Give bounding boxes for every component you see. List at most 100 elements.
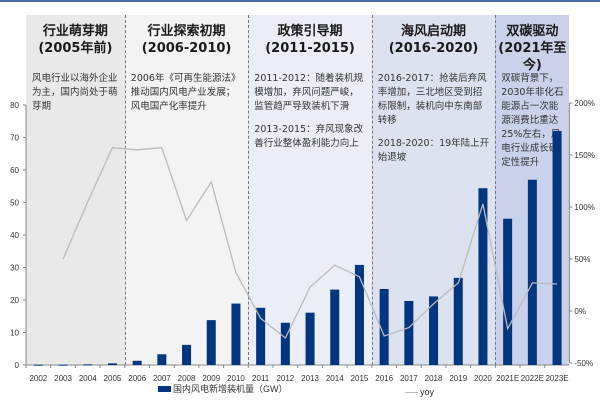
phase-title: 行业探索初期 (2006-2010) bbox=[125, 23, 249, 57]
left-axis-label: 0 bbox=[15, 361, 20, 370]
phase-panel: 行业探索初期 (2006-2010) 2006年《可再生能源法》推动国内风电产业发展… bbox=[124, 15, 249, 365]
phase-divider bbox=[124, 15, 126, 365]
right-axis-label: 100% bbox=[574, 203, 594, 212]
phase-range: (2016-2020) bbox=[388, 41, 479, 56]
phase-divider bbox=[495, 15, 497, 365]
bar bbox=[206, 320, 216, 365]
x-axis-label: 2005 bbox=[104, 374, 122, 383]
phase-description: 双碳背景下，2030年非化石能源占一次能源消费比重达25%左右，风电行业成长确定… bbox=[501, 72, 565, 179]
phase-title: 双碳驱动 (2021年至今) bbox=[495, 23, 569, 74]
phase-name: 行业探索初期 bbox=[147, 24, 226, 39]
legend-bar-label: 国内风电新增装机量（GW） bbox=[173, 384, 288, 394]
bar bbox=[182, 344, 192, 365]
left-axis-label: 10 bbox=[10, 329, 19, 338]
x-axis-label: 2016 bbox=[375, 374, 393, 383]
x-axis-label: 2017 bbox=[400, 374, 418, 383]
x-axis-label: 2012 bbox=[276, 374, 294, 383]
right-axis-label: 150% bbox=[574, 151, 594, 160]
left-axis-label: 40 bbox=[10, 231, 19, 240]
right-axis-label: 0% bbox=[574, 307, 586, 316]
x-axis-label: 2007 bbox=[153, 374, 171, 383]
bar bbox=[404, 300, 414, 365]
phase-name: 海风启动期 bbox=[401, 24, 467, 39]
legend-line-swatch bbox=[405, 391, 418, 393]
left-axis-label: 70 bbox=[10, 134, 19, 143]
phase-description: 风电行业以海外企业为主，国内尚处于萌芽期 bbox=[32, 72, 121, 123]
phase-description-text: 2018-2020：19年陆上开始退坡 bbox=[377, 138, 490, 163]
bar bbox=[453, 277, 463, 365]
right-axis-label: 200% bbox=[574, 99, 594, 108]
bar bbox=[478, 188, 488, 365]
bar bbox=[33, 364, 43, 366]
x-axis-label: 2008 bbox=[178, 374, 196, 383]
right-axis-label: -50% bbox=[574, 359, 593, 368]
x-axis-label: 2014 bbox=[326, 374, 344, 383]
phase-name: 政策引导期 bbox=[277, 24, 343, 39]
x-axis-label: 2015 bbox=[351, 374, 369, 383]
phase-description: 2006年《可再生能源法》推动国内风电产业发展；风电国产化率提升 bbox=[131, 72, 245, 123]
x-axis-label: 2020 bbox=[474, 374, 492, 383]
bar bbox=[256, 307, 266, 365]
legend-bar-swatch bbox=[158, 385, 171, 392]
phase-description-text: 风电行业以海外企业为主，国内尚处于萌芽期 bbox=[32, 73, 118, 112]
phase-name: 双碳驱动 bbox=[506, 24, 559, 39]
phase-range: (2006-2010) bbox=[141, 41, 232, 56]
x-axis-label: 2013 bbox=[301, 374, 319, 383]
phase-divider bbox=[371, 15, 373, 365]
bar bbox=[83, 364, 93, 366]
phase-title: 行业萌芽期 (2005年前) bbox=[26, 23, 125, 57]
legend-line-label: yoy bbox=[420, 387, 435, 397]
bar bbox=[305, 312, 315, 365]
x-axis-label: 2011 bbox=[252, 374, 270, 383]
x-axis-label: 2003 bbox=[54, 374, 72, 383]
x-axis-label: 2021E bbox=[496, 374, 519, 383]
left-axis-label: 50 bbox=[10, 199, 19, 208]
phase-description-text: 2016-2017：抢装后弃风率增加，三北地区受到招标限制，装机向中东南部转移 bbox=[377, 73, 487, 126]
left-axis-label: 20 bbox=[10, 296, 19, 305]
bar bbox=[330, 289, 340, 365]
bar bbox=[379, 288, 389, 365]
yoy-line bbox=[62, 147, 558, 340]
phase-description-text: 2006年《可再生能源法》推动国内风电产业发展；风电国产化率提升 bbox=[130, 73, 241, 112]
left-axis-label: 80 bbox=[10, 101, 19, 110]
bar bbox=[503, 218, 513, 365]
phase-description: 2011-2012：随着装机规模增加，弃风问题严峻，监管趋严导致装机下滑 2013… bbox=[254, 72, 368, 160]
x-axis-label: 2002 bbox=[29, 374, 47, 383]
x-axis-label: 2022E bbox=[521, 374, 544, 383]
bar bbox=[58, 364, 68, 366]
x-axis-label: 2009 bbox=[202, 374, 220, 383]
x-axis-label: 2018 bbox=[425, 374, 443, 383]
top-accent-bar bbox=[0, 0, 600, 2]
phase-panel: 行业萌芽期 (2005年前) 风电行业以海外企业为主，国内尚处于萌芽期 bbox=[26, 15, 125, 365]
x-axis-label: 2010 bbox=[227, 374, 245, 383]
phase-range: (2021年至今) bbox=[498, 41, 567, 73]
x-axis-label: 2023E bbox=[545, 374, 568, 383]
phase-description: 2016-2017：抢装后弃风率增加，三北地区受到招标限制，装机向中东南部转移 2… bbox=[378, 72, 492, 174]
bar bbox=[527, 179, 537, 365]
bar bbox=[157, 354, 167, 365]
bar bbox=[354, 264, 364, 365]
phase-title: 海风启动期 (2016-2020) bbox=[372, 23, 496, 57]
phase-divider bbox=[248, 15, 250, 365]
phase-description-text: 双碳背景下，2030年非化石能源占一次能源消费比重达25%左右，风电行业成长确定… bbox=[501, 73, 564, 168]
x-axis-label: 2019 bbox=[449, 374, 467, 383]
x-axis-label: 2006 bbox=[128, 374, 146, 383]
phase-range: (2005年前) bbox=[38, 41, 113, 56]
phase-panel: 政策引导期 (2011-2015) 2011-2012：随着装机规模增加，弃风问题严… bbox=[248, 15, 372, 365]
bar bbox=[132, 360, 142, 365]
phase-description-text: 2013-2015：弃风现象改善行业整体盈利能力向上 bbox=[254, 124, 364, 149]
bar bbox=[107, 363, 117, 365]
bar bbox=[280, 322, 290, 365]
bar bbox=[231, 303, 241, 365]
phase-title: 政策引导期 (2011-2015) bbox=[248, 23, 372, 57]
legend-line: yoy bbox=[405, 387, 434, 397]
left-axis-label: 30 bbox=[10, 264, 19, 273]
phase-range: (2011-2015) bbox=[265, 41, 355, 56]
left-axis-label: 60 bbox=[10, 166, 19, 175]
x-axis-label: 2004 bbox=[79, 374, 97, 383]
legend-bar: 国内风电新增装机量（GW） bbox=[158, 382, 288, 395]
bar bbox=[552, 131, 562, 365]
bar bbox=[429, 296, 439, 365]
right-axis-label: 50% bbox=[574, 255, 590, 264]
